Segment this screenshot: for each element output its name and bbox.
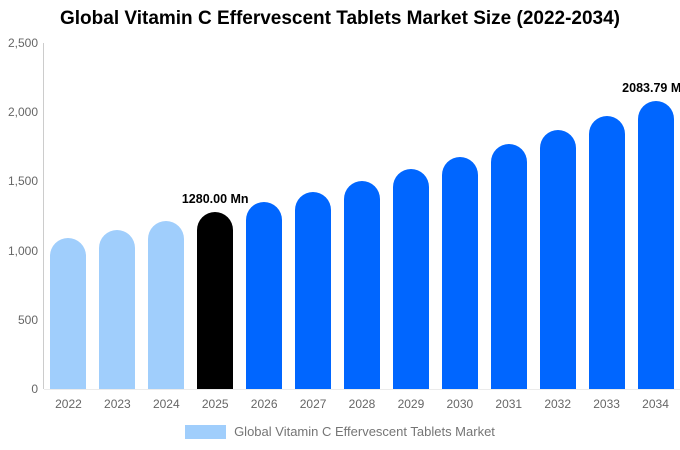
bar-2027[interactable] [295,191,332,389]
bar-value-label-2034: 2083.79 Mn [622,80,680,95]
bar-2026[interactable] [246,202,283,389]
bar-2024[interactable] [148,221,185,389]
y-axis-tick-label: 1,000 [7,243,38,258]
x-axis-tick-label: 2024 [152,397,180,411]
y-axis-tick-label: 1,500 [7,174,38,189]
bar-2031[interactable] [490,144,527,389]
bar-2032[interactable] [539,130,576,389]
y-axis-tick-label: 500 [17,312,38,327]
chart-title: Global Vitamin C Effervescent Tablets Ma… [59,8,621,29]
legend-label: Global Vitamin C Effervescent Tablets Ma… [234,424,495,439]
x-axis-line [44,389,680,390]
bar-2033[interactable] [588,116,625,389]
x-axis-tick-label: 2022 [55,397,82,411]
y-axis-tick-label: 0 [31,382,38,396]
bar-value-label-2025: 1280.00 Mn [181,191,249,206]
x-axis-tick-label: 2030 [446,397,474,411]
bar-2023[interactable] [99,229,136,389]
bar-2034[interactable] [637,100,674,389]
x-axis-tick-label: 2029 [397,397,425,411]
bar-2025[interactable] [197,211,234,389]
x-axis-tick-label: 2034 [642,397,669,411]
x-axis-tick-label: 2032 [544,397,572,411]
legend-swatch [185,424,227,439]
x-axis-tick-label: 2026 [250,397,278,411]
bar-2030[interactable] [441,156,478,389]
x-axis-tick-label: 2023 [104,397,131,411]
y-axis-tick-label: 2,500 [7,36,38,50]
x-axis-tick-label: 2031 [495,397,523,411]
bar-2022[interactable] [50,238,87,389]
x-axis-tick-label: 2027 [299,397,327,411]
x-axis-tick-label: 2033 [593,397,620,411]
x-axis-tick-label: 2028 [348,397,376,411]
bar-2029[interactable] [392,169,429,389]
y-axis-line [43,43,44,389]
legend[interactable]: Global Vitamin C Effervescent Tablets Ma… [0,424,680,439]
bar-2028[interactable] [344,180,380,389]
y-axis-tick-label: 2,000 [7,105,38,120]
x-axis-tick-label: 2025 [201,397,229,411]
